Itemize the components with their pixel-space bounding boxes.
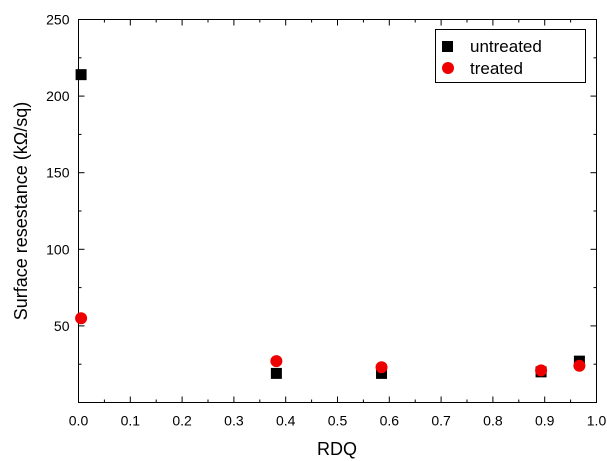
point-treated <box>270 355 283 368</box>
x-tick-label: 0.4 <box>276 413 296 429</box>
legend: untreated treated <box>435 29 586 83</box>
plot-area <box>78 19 597 403</box>
x-tick-labels: 0.0 0.1 0.2 0.3 0.4 0.5 0.6 0.7 0.8 0.9 1.0 <box>69 413 607 429</box>
x-tick-label: 0.8 <box>483 413 503 429</box>
x-tick-label: 0.0 <box>69 413 89 429</box>
point-treated <box>535 364 548 377</box>
legend-label-treated: treated <box>470 59 523 78</box>
point-untreated <box>75 69 87 81</box>
y-tick-label: 250 <box>46 12 70 28</box>
x-tick-label: 0.3 <box>224 413 244 429</box>
y-tick-label: 100 <box>46 241 70 257</box>
axis-ticks <box>78 19 597 403</box>
x-axis-title: RDQ <box>317 439 357 459</box>
x-tick-label: 0.9 <box>535 413 555 429</box>
legend-box <box>435 29 586 83</box>
data-points <box>75 69 586 379</box>
y-tick-label: 200 <box>46 88 70 104</box>
x-tick-label: 0.2 <box>172 413 192 429</box>
legend-marker-treated <box>442 62 454 74</box>
point-untreated <box>270 367 282 379</box>
point-treated <box>75 312 88 325</box>
legend-label-untreated: untreated <box>470 37 542 56</box>
point-treated <box>375 361 388 374</box>
point-treated <box>573 359 586 372</box>
y-axis-title: Surface resestance (kΩ/sq) <box>11 102 31 321</box>
x-tick-label: 0.6 <box>380 413 400 429</box>
y-tick-label: 150 <box>46 165 70 181</box>
x-tick-label: 0.5 <box>328 413 348 429</box>
x-tick-label: 1.0 <box>587 413 607 429</box>
legend-marker-untreated <box>442 41 453 52</box>
x-tick-label: 0.1 <box>121 413 141 429</box>
x-tick-label: 0.7 <box>431 413 451 429</box>
y-tick-labels: 50 100 150 200 250 <box>46 12 70 334</box>
point-untreated <box>376 367 388 379</box>
y-tick-label: 50 <box>54 318 70 334</box>
